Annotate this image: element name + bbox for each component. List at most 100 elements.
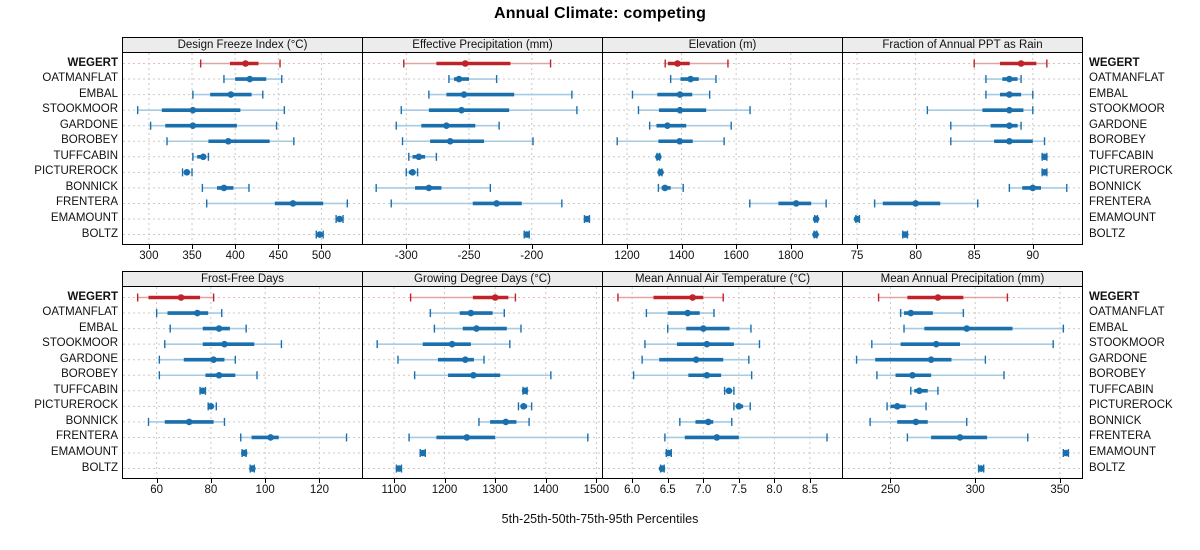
panel-growing-degree-days [362,286,603,479]
site-labels-left-bottom: WEGERT OATMANFLAT EMBAL STOOKMOOR GARDONE BOR… [2,286,118,479]
axis-tick-label: 75 [850,250,864,262]
median-dot [194,309,201,317]
median-dot [1062,449,1070,457]
axis-tick-label: 85 [967,250,981,262]
median-dot [189,122,197,129]
site-label: OATMANFLAT [1089,72,1165,85]
median-dot [289,200,297,207]
site-label: BONNICK [65,180,118,193]
axis-tick [632,478,634,483]
chart-caption: 5th-25th-50th-75th-95th Percentiles [501,512,699,526]
median-dot [725,387,733,395]
median-dot [853,215,861,223]
axis-tick [738,478,740,483]
median-dot [467,309,475,317]
site-label: PICTUREROCK [34,399,118,412]
axis-tick-label: 100 [255,484,275,496]
axis-tick [1059,478,1061,483]
median-dot [473,325,480,332]
site-label: BOLTZ [81,227,118,240]
median-dot [713,434,721,441]
axis-tick [545,478,547,483]
axis-tick [736,244,738,249]
median-dot [446,137,454,145]
strip-header: Mean Annual Precipitation (mm) [842,271,1083,287]
median-dot [207,403,215,410]
axis-tick [774,478,776,483]
panel-effective-precipitation [362,52,603,245]
median-dot [963,325,971,332]
median-dot [221,340,228,348]
median-dot [199,153,207,161]
median-dot [224,137,232,145]
median-dot [246,75,254,83]
median-dot [658,465,666,472]
axis-tick [531,244,533,249]
median-dot [676,91,684,98]
median-dot [199,387,207,395]
panel-design-freeze-index [122,52,363,245]
median-dot [189,106,197,114]
median-dot [1041,169,1048,176]
median-dot [1006,122,1013,129]
axis-tick [278,244,280,249]
median-dot [215,371,223,379]
median-dot [901,231,909,238]
median-dot [177,294,185,301]
chart-title: Annual Climate: competing [493,5,707,22]
site-label: BONNICK [1089,180,1142,193]
panel-frost-free-days [122,286,363,479]
median-dot [956,434,964,441]
median-dot [1006,137,1013,145]
median-dot [267,434,274,441]
median-dot [523,231,531,238]
axis-tick-label: -200 [520,250,544,262]
median-dot [703,371,711,379]
site-label: BOROBEY [61,134,118,147]
site-label: FRENTERA [1089,196,1151,209]
axis-tick [1032,244,1034,249]
median-dot [703,340,711,348]
axis-tick-label: 1500 [583,484,610,496]
site-label: BOROBEY [61,368,118,381]
axis-tick-label: 120 [309,484,329,496]
axis-tick [890,478,892,483]
median-dot [907,309,915,317]
axis-tick [915,244,917,249]
axis-tick-label: 1200 [614,250,640,262]
axis-tick-label: 80 [909,250,923,262]
axis-tick [406,244,408,249]
site-label: EMAMOUNT [50,212,118,224]
axis-tick [321,244,323,249]
median-dot [1017,60,1025,67]
axis-tick [393,478,395,483]
site-label: GARDONE [59,118,118,131]
median-dot [395,465,403,472]
site-label: PICTUREROCK [1089,165,1173,178]
axis-tick-label: 90 [1026,250,1040,262]
axis-tick [319,478,321,483]
median-dot [183,169,191,176]
median-dot [699,325,707,332]
median-dot [812,231,819,238]
site-label: EMAMOUNT [50,446,118,458]
median-dot [909,371,916,379]
axis-tick [681,244,683,249]
axis-tick [857,244,859,249]
median-dot [185,418,193,426]
axis-tick [192,244,194,249]
x-axis-bottom-row: 60 80 100 120 1100 1200 1300 1400 1500 6.0 6.5 7.0 7… [0,478,1200,504]
median-dot [665,449,672,457]
median-dot [425,184,433,192]
axis-tick-label: -300 [394,250,418,262]
panel-fraction-ppt-rain [842,52,1083,245]
median-dot [240,449,248,457]
median-dot [316,231,324,238]
site-label: TUFFCABIN [1089,149,1154,162]
median-dot [1041,153,1048,161]
median-dot [1029,184,1037,192]
axis-tick [627,244,628,249]
median-dot [684,309,691,317]
site-label: TUFFCABIN [53,149,118,162]
site-label: PICTUREROCK [34,165,118,178]
